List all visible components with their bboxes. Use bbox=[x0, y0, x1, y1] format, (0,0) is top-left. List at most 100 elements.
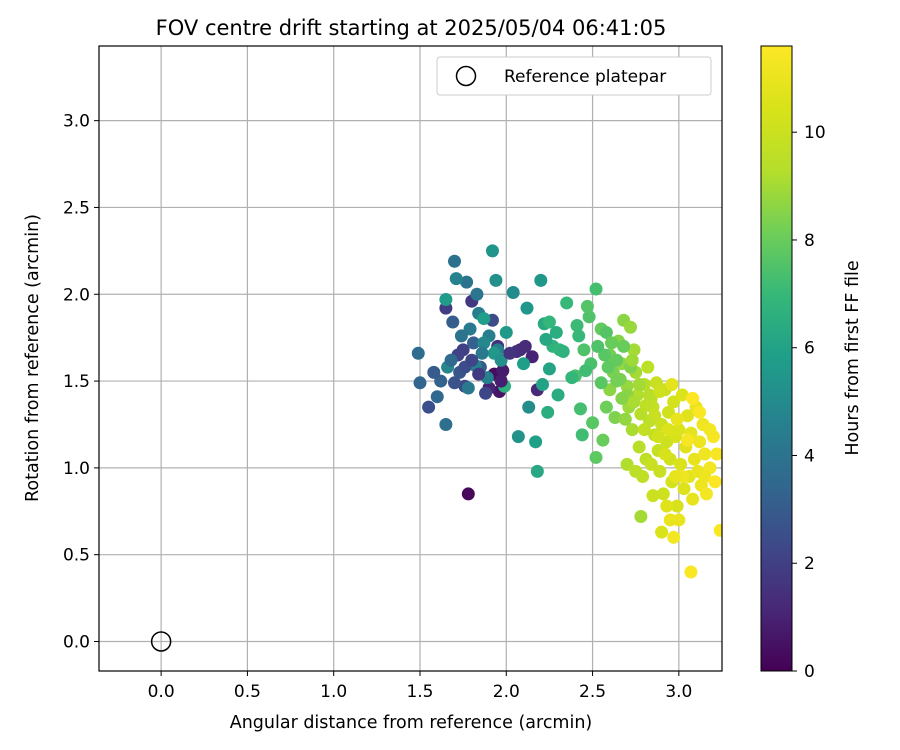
reference-platepar-marker bbox=[150, 631, 172, 652]
scatter-point bbox=[698, 470, 712, 484]
scatter-point bbox=[693, 435, 707, 449]
scatter-point bbox=[489, 273, 503, 287]
scatter-point bbox=[660, 499, 674, 513]
scatter-point bbox=[670, 499, 684, 513]
scatter-point bbox=[632, 440, 646, 454]
scatter-point bbox=[477, 336, 491, 350]
scatter-point bbox=[686, 391, 700, 405]
scatter-point bbox=[703, 423, 717, 437]
colorbar-tick-label: 2 bbox=[804, 554, 815, 574]
scatter-point bbox=[668, 470, 682, 484]
y-axis-label: Rotation from reference (arcmin) bbox=[23, 214, 43, 502]
scatter-point bbox=[699, 487, 713, 501]
scatter-point bbox=[570, 319, 584, 333]
scatter-point bbox=[608, 411, 622, 425]
scatter-point bbox=[463, 322, 477, 336]
scatter-point bbox=[667, 395, 681, 409]
scatter-point bbox=[646, 489, 660, 503]
legend-label: Reference platepar bbox=[504, 67, 666, 87]
scatter-point bbox=[472, 367, 486, 381]
scatter-point bbox=[461, 381, 475, 395]
y-tick-label: 1.0 bbox=[63, 459, 90, 479]
x-tick-label: 0.5 bbox=[234, 682, 261, 702]
scatter-point bbox=[674, 457, 688, 471]
scatter-point bbox=[582, 310, 596, 324]
scatter-point bbox=[625, 423, 639, 437]
scatter-point bbox=[693, 405, 707, 419]
scatter-point bbox=[475, 346, 489, 360]
scatter-point bbox=[658, 447, 672, 461]
scatter-point bbox=[686, 492, 700, 506]
scatter-point bbox=[496, 364, 510, 378]
scatter-point bbox=[494, 353, 508, 367]
scatter-point bbox=[589, 282, 603, 296]
scatter-point bbox=[446, 315, 460, 329]
scatter-point bbox=[449, 272, 463, 286]
scatter-point bbox=[434, 374, 448, 388]
scatter-point bbox=[577, 343, 591, 357]
scatter-point bbox=[665, 378, 679, 392]
scatter-point bbox=[651, 430, 665, 444]
scatter-point bbox=[596, 433, 610, 447]
scatter-point bbox=[413, 376, 427, 390]
colorbar-tick-label: 4 bbox=[804, 446, 815, 466]
scatter-point bbox=[675, 388, 689, 402]
x-tick-label: 2.0 bbox=[493, 682, 520, 702]
scatter-point bbox=[494, 374, 508, 388]
scatter-point bbox=[439, 292, 453, 306]
y-tick-label: 2.0 bbox=[63, 285, 90, 305]
scatter-point bbox=[601, 360, 615, 374]
scatter-point bbox=[655, 525, 669, 539]
plot-frame bbox=[98, 45, 723, 672]
y-tick-label: 0.5 bbox=[63, 546, 90, 566]
scatter-point bbox=[672, 513, 686, 527]
scatter-point bbox=[620, 457, 634, 471]
colorbar-ticks: 0 2 4 6 8 10 bbox=[792, 123, 826, 682]
scatter-point bbox=[610, 353, 624, 367]
scatter-point bbox=[444, 353, 458, 367]
x-tick-label: 2.5 bbox=[579, 682, 606, 702]
x-tick-label: 0.0 bbox=[148, 682, 175, 702]
scatter-point bbox=[599, 325, 613, 339]
scatter-point bbox=[627, 343, 641, 357]
x-tick-label: 3.0 bbox=[665, 682, 692, 702]
scatter-point bbox=[511, 430, 525, 444]
scatter-point bbox=[503, 346, 517, 360]
scatter-point bbox=[672, 423, 686, 437]
scatter-point bbox=[518, 339, 532, 353]
scatter-point bbox=[499, 325, 513, 339]
legend: Reference platepar bbox=[436, 56, 712, 96]
scatter-point bbox=[542, 362, 556, 376]
scatter-point bbox=[542, 315, 556, 329]
scatter-point bbox=[615, 391, 629, 405]
scatter-point bbox=[599, 400, 613, 414]
scatter-point bbox=[575, 428, 589, 442]
scatter-point bbox=[580, 299, 594, 313]
scatter-point bbox=[539, 332, 553, 346]
y-tick-label: 2.5 bbox=[63, 198, 90, 218]
scatter-point bbox=[572, 329, 586, 343]
scatter-point bbox=[710, 447, 722, 461]
colorbar-tick-label: 10 bbox=[804, 123, 826, 143]
x-axis-ticks: 0.0 0.5 1.0 1.5 2.0 2.5 3.0 bbox=[148, 671, 692, 702]
scatter-point bbox=[411, 346, 425, 360]
scatter-point bbox=[448, 376, 462, 390]
scatter-point bbox=[637, 423, 651, 437]
y-tick-label: 0.0 bbox=[63, 632, 90, 652]
data-points bbox=[150, 244, 722, 652]
legend-box bbox=[436, 56, 712, 96]
colorbar-tick-label: 6 bbox=[804, 339, 815, 359]
scatter-point bbox=[670, 412, 684, 426]
scatter-point bbox=[687, 452, 701, 466]
scatter-point bbox=[610, 374, 624, 388]
scatter-point bbox=[506, 286, 520, 300]
scatter-point bbox=[573, 402, 587, 416]
scatter-point bbox=[627, 395, 641, 409]
scatter-point bbox=[677, 482, 691, 496]
scatter-point bbox=[656, 487, 670, 501]
scatter-point bbox=[525, 350, 539, 364]
scatter-point bbox=[470, 287, 484, 301]
chart-title: FOV centre drift starting at 2025/05/04 … bbox=[156, 16, 667, 40]
scatter-point bbox=[422, 400, 436, 414]
